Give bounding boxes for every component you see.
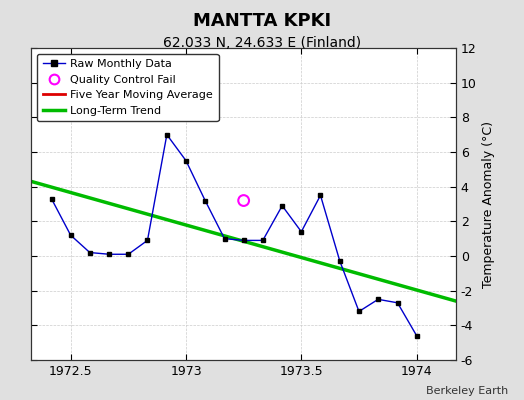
Legend: Raw Monthly Data, Quality Control Fail, Five Year Moving Average, Long-Term Tren: Raw Monthly Data, Quality Control Fail, … — [37, 54, 219, 121]
Point — [239, 197, 248, 204]
Text: 62.033 N, 24.633 E (Finland): 62.033 N, 24.633 E (Finland) — [163, 36, 361, 50]
Text: Berkeley Earth: Berkeley Earth — [426, 386, 508, 396]
Text: MANTTA KPKI: MANTTA KPKI — [193, 12, 331, 30]
Y-axis label: Temperature Anomaly (°C): Temperature Anomaly (°C) — [482, 120, 495, 288]
